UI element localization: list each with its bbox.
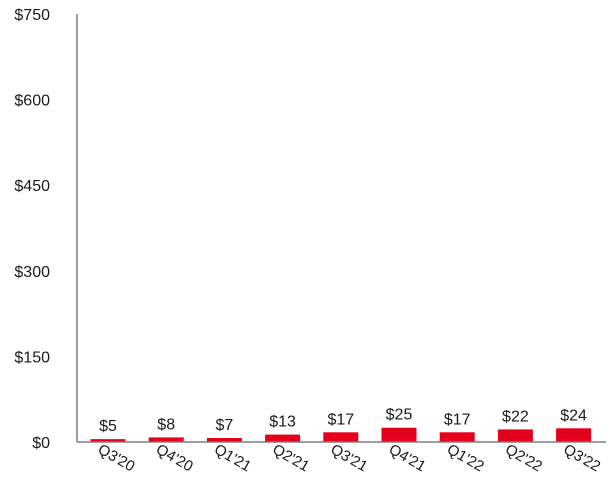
x-tick-label: Q4'21 [386, 441, 429, 476]
bar [265, 434, 301, 442]
y-tick-label: $600 [14, 93, 50, 110]
x-tick-label: Q1'21 [211, 441, 254, 476]
bars [90, 427, 592, 442]
data-label: $7 [216, 417, 234, 434]
x-tick-label: Q3'21 [328, 441, 371, 476]
x-tick-label: Q1'22 [444, 441, 487, 476]
data-labels: $5 $8 $7 $13 $17 $25 $17 $22 $24 [99, 407, 587, 435]
x-tick-label: Q2'21 [269, 441, 312, 476]
y-tick-label: $150 [14, 349, 50, 366]
bar [206, 438, 242, 442]
bar [148, 437, 184, 442]
data-label: $22 [502, 408, 529, 425]
data-label: $13 [269, 414, 296, 431]
x-axis-labels: Q3'20 Q4'20 Q1'21 Q2'21 Q3'21 Q4'21 Q1'22 Q2'22… [95, 441, 603, 476]
y-tick-label: $300 [14, 264, 50, 281]
bar [381, 427, 417, 442]
x-tick-label: Q2'22 [502, 441, 545, 476]
y-tick-label: $750 [14, 7, 50, 24]
bar [90, 439, 126, 442]
y-tick-label: $450 [14, 178, 50, 195]
y-tick-label: $0 [32, 435, 50, 452]
data-label: $5 [99, 418, 117, 435]
bar [556, 428, 592, 442]
bar [323, 432, 359, 442]
x-tick-label: Q3'22 [560, 441, 603, 476]
data-label: $17 [444, 411, 471, 428]
x-tick-label: Q4'20 [153, 441, 196, 476]
data-label: $24 [560, 407, 587, 424]
data-label: $8 [157, 416, 175, 433]
bar [497, 429, 533, 442]
bar [439, 432, 475, 442]
x-tick-label: Q3'20 [95, 441, 138, 476]
data-label: $25 [386, 407, 413, 424]
y-axis-ticks: $0 $150 $300 $450 $600 $750 [14, 7, 50, 452]
data-label: $17 [327, 411, 354, 428]
